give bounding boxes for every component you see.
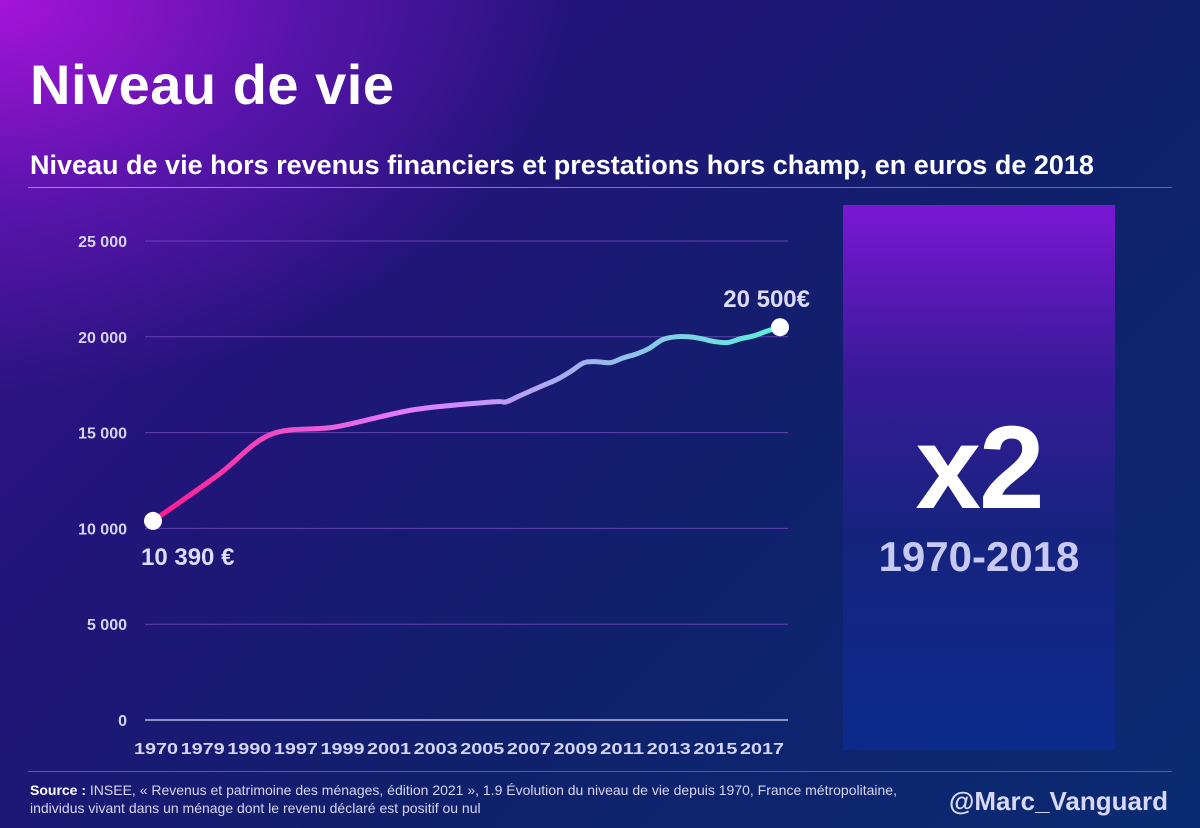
x-tick-label: 2017 (740, 741, 784, 758)
annotations: 10 390 € 20 500€ (141, 286, 810, 571)
growth-factor: x2 (915, 402, 1044, 534)
x-tick-label: 2011 (600, 741, 644, 758)
y-tick-label: 5 000 (87, 617, 127, 634)
source-label: Source : (30, 782, 87, 798)
page-title: Niveau de vie (30, 53, 395, 116)
series-line (150, 324, 783, 524)
y-axis-ticks: 0 5 000 10 000 15 000 20 000 25 000 (78, 234, 127, 730)
y-tick-label: 10 000 (78, 521, 127, 538)
x-tick-label: 2009 (554, 741, 598, 758)
x-tick-label: 1979 (181, 741, 225, 758)
x-tick-label: 1970 (134, 741, 178, 758)
x-tick-label: 1997 (274, 741, 318, 758)
summary-panel: x2 1970-2018 (843, 205, 1115, 750)
start-point-marker (144, 511, 162, 530)
x-axis-ticks: 1970 1979 1990 1997 1999 2001 2003 2005 2007 2009… (134, 741, 784, 758)
growth-period: 1970-2018 (878, 533, 1080, 580)
y-tick-label: 25 000 (78, 234, 127, 251)
x-tick-label: 1990 (227, 741, 271, 758)
gridlines (145, 240, 788, 721)
end-value-label: 20 500€ (723, 286, 810, 313)
footer-divider (28, 771, 1172, 772)
start-value-label: 10 390 € (141, 544, 234, 571)
chart-subtitle: Niveau de vie hors revenus financiers et… (30, 150, 1094, 180)
source-note: Source : INSEE, « Revenus et patrimoine … (30, 781, 910, 817)
y-tick-label: 0 (118, 713, 127, 730)
y-tick-label: 20 000 (78, 330, 127, 347)
x-tick-label: 2001 (367, 741, 411, 758)
x-tick-label: 2015 (693, 741, 737, 758)
header-divider (28, 187, 1172, 188)
x-tick-label: 1999 (320, 741, 364, 758)
x-tick-label: 2013 (647, 741, 691, 758)
end-point-marker (771, 318, 789, 337)
y-tick-label: 15 000 (78, 426, 127, 443)
author-handle: @Marc_Vanguard (949, 786, 1168, 816)
endpoint-markers (144, 318, 789, 530)
x-tick-label: 2007 (507, 741, 551, 758)
x-tick-label: 2003 (414, 741, 458, 758)
x-tick-label: 2005 (460, 741, 504, 758)
source-text: INSEE, « Revenus et patrimoine des ménag… (30, 782, 897, 816)
